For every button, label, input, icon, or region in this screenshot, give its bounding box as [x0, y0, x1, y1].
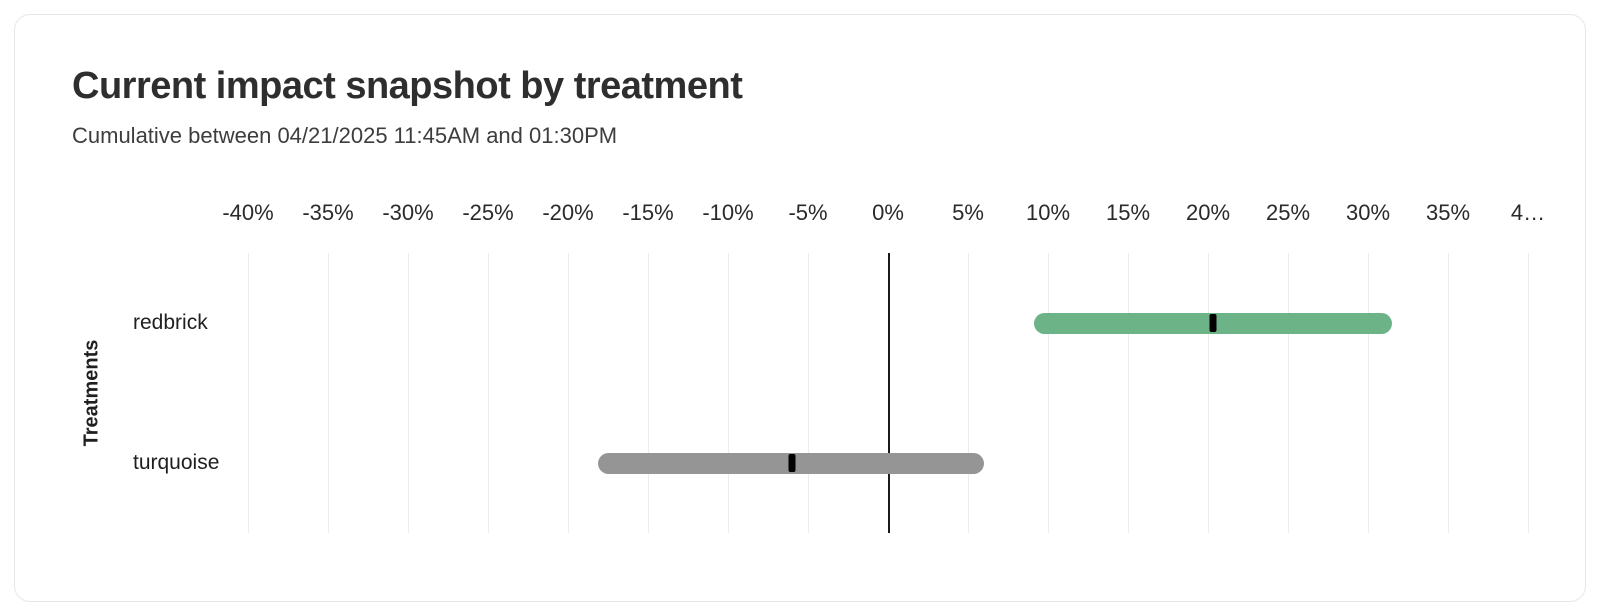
x-tick-label: -10%: [702, 200, 754, 225]
mean-marker-redbrick: [1209, 314, 1217, 332]
gridline: [488, 253, 489, 533]
category-label-redbrick: redbrick: [133, 311, 208, 334]
mean-marker-turquoise: [788, 454, 796, 472]
gridline: [568, 253, 569, 533]
x-tick-label: -40%: [222, 200, 274, 225]
gridline: [1208, 253, 1209, 533]
gridline: [1048, 253, 1049, 533]
y-axis-title: Treatments: [80, 339, 103, 447]
impact-snapshot-card: Current impact snapshot by treatment Cum…: [14, 14, 1586, 602]
gridline: [1128, 253, 1129, 533]
x-tick-label: 10%: [1025, 200, 1071, 225]
gridline: [408, 253, 409, 533]
gridline: [1448, 253, 1449, 533]
x-tick-label: 5%: [952, 200, 984, 225]
page-title: Current impact snapshot by treatment: [72, 65, 743, 107]
x-tick-label: -20%: [542, 200, 594, 225]
x-tick-label: -30%: [382, 200, 434, 225]
x-tick-label: 0%: [872, 200, 904, 225]
x-tick-label: 35%: [1425, 200, 1471, 225]
gridline: [808, 253, 809, 533]
page-subtitle: Cumulative between 04/21/2025 11:45AM an…: [72, 123, 618, 148]
gridline: [1528, 253, 1529, 533]
gridline: [1368, 253, 1369, 533]
zero-axis-line: [888, 253, 890, 533]
x-tick-label: -25%: [462, 200, 514, 225]
x-tick-label: 30%: [1345, 200, 1391, 225]
gridline: [728, 253, 729, 533]
gridline: [1288, 253, 1289, 533]
x-tick-label: 15%: [1105, 200, 1151, 225]
gridline: [648, 253, 649, 533]
gridline: [328, 253, 329, 533]
x-tick-label: 20%: [1185, 200, 1231, 225]
x-tick-label: -35%: [302, 200, 354, 225]
x-tick-label: 4…: [1510, 200, 1546, 225]
gridline: [968, 253, 969, 533]
gridline: [248, 253, 249, 533]
x-tick-label: -5%: [788, 200, 828, 225]
x-tick-label: -15%: [622, 200, 674, 225]
category-label-turquoise: turquoise: [133, 451, 220, 474]
x-tick-label: 25%: [1265, 200, 1311, 225]
